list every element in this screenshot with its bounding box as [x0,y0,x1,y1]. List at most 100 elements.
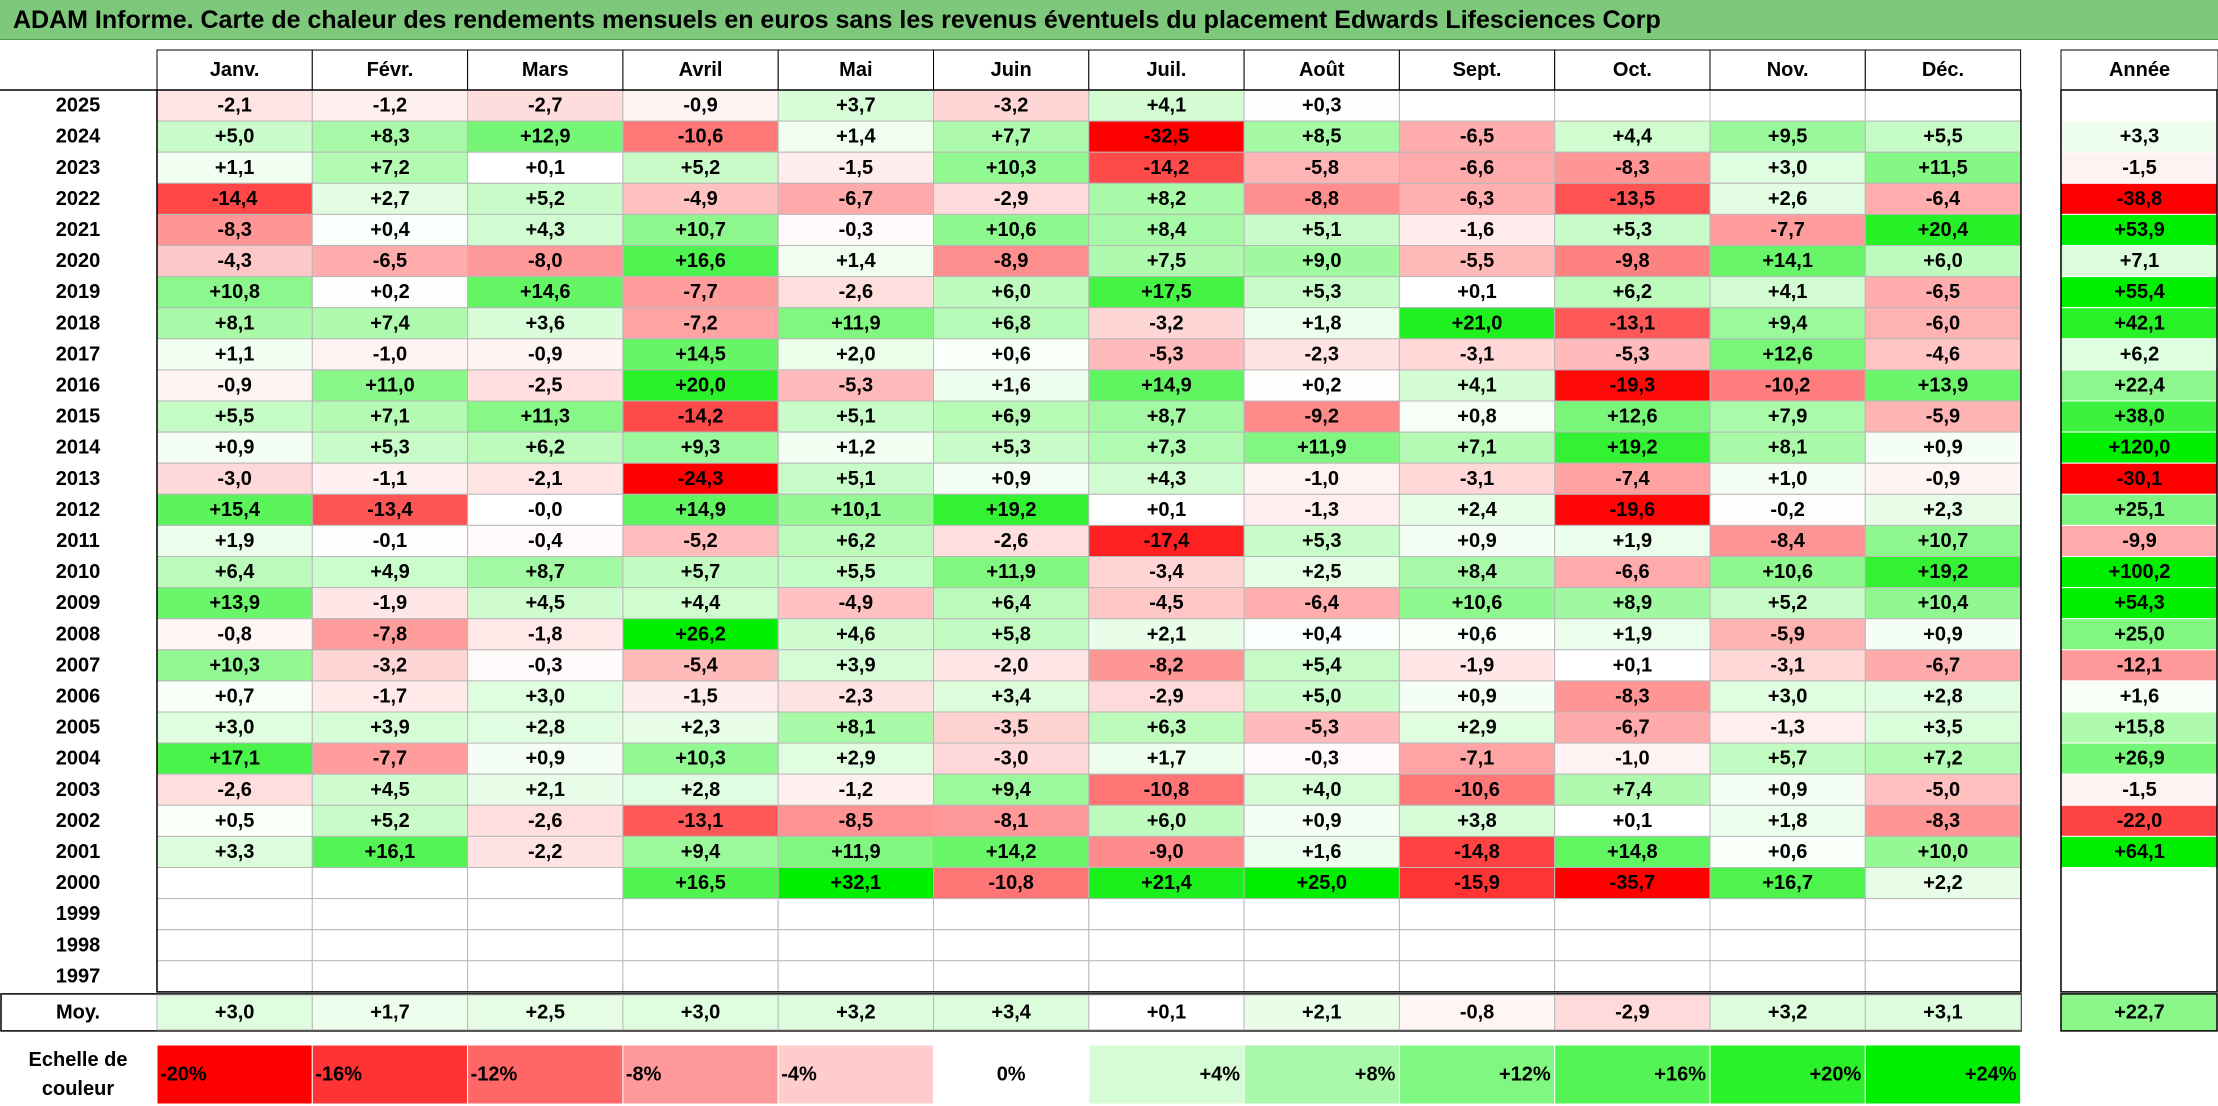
heatmap-cell [1554,556,1711,589]
cell-value: +10,6 [1762,561,1813,583]
heatmap-cell [1243,680,1400,713]
heatmap-cell [1088,618,1245,651]
heatmap-cell [1398,680,1556,713]
heatmap-cell [1864,245,2022,278]
heatmap-cell [311,960,469,993]
heatmap-cell [1709,587,1866,620]
cell-value: +5,7 [1768,748,1807,770]
heatmap-cell [1864,898,2022,931]
cell-value: -6,5 [1460,126,1494,148]
heatmap-cell [467,462,624,495]
heatmap-cell [311,245,469,278]
cell-value: +2,1 [1147,623,1186,645]
cell-value: -2,7 [528,95,562,117]
cell-value: -0,3 [839,219,873,241]
cell-value: +2,2 [1923,872,1962,894]
heatmap-cell [1864,431,2022,464]
annual-border [2060,89,2218,993]
cell-value: +0,1 [1457,281,1496,303]
cell-value: +2,4 [1457,499,1497,521]
avg-value: +3,0 [215,1001,254,1023]
cell-value: +5,3 [1302,281,1341,303]
heatmap-cell [1088,182,1245,215]
cell-value: -1,6 [1460,219,1494,241]
month-header-cell [467,49,624,91]
avg-value: -0,8 [1460,1001,1494,1023]
heatmap-cell [156,742,313,775]
scale-swatch-label: +12% [1499,1064,1551,1086]
annual-cell [2061,898,2218,930]
cell-value: +10,7 [675,219,726,241]
avg-cell [933,994,1090,1031]
heatmap-cell [311,618,469,651]
cell-value: +3,9 [836,654,875,676]
heatmap-cell [622,587,779,620]
heatmap-cell [777,867,935,900]
heatmap-cell [622,400,779,433]
cell-value: -2,1 [217,95,251,117]
year-label: 1998 [56,934,101,956]
avg-cell [1243,994,1400,1031]
scale-swatch-label: -20% [160,1064,207,1086]
heatmap-cell [311,867,469,900]
scale-swatch [311,1044,469,1105]
year-label: 1997 [56,965,101,987]
cell-value: +0,1 [1613,654,1652,676]
cell-value: +6,4 [991,592,1031,614]
cell-value: -6,4 [1926,188,1961,210]
annual-value: +22,4 [2114,374,2165,396]
cell-value: -2,6 [839,281,873,303]
year-label: 2023 [56,157,101,179]
cell-value: +8,4 [1147,219,1187,241]
heatmap-cell [1088,462,1245,495]
heatmap-cell [933,929,1090,962]
heatmap-cell [1709,120,1866,153]
cell-value: +19,2 [986,499,1037,521]
heatmap-cell [467,960,624,993]
cell-value: -3,2 [1149,312,1183,334]
heatmap-cell [933,960,1090,993]
cell-value: +6,2 [836,530,875,552]
cell-value: +14,5 [675,343,726,365]
cell-value: -17,4 [1144,530,1190,552]
cell-value: +16,5 [675,872,726,894]
heatmap-cell [933,898,1090,931]
avg-cell [1398,994,1556,1031]
month-header-cell [1864,49,2022,91]
cell-value: -35,7 [1610,872,1656,894]
heatmap-cell [1864,556,2022,589]
cell-value: -13,1 [678,810,724,832]
heatmap-cell [1709,151,1866,184]
cell-value: +10,0 [1918,841,1969,863]
cell-value: +6,0 [1923,250,1962,272]
cell-value: +14,2 [986,841,1037,863]
heatmap-cell [1398,804,1556,837]
cell-value: +4,1 [1768,281,1807,303]
cell-value: +5,3 [1302,530,1341,552]
cell-value: -0,0 [528,499,562,521]
cell-value: +5,5 [215,406,254,428]
cell-value: +5,4 [1302,654,1342,676]
annual-value: -12,1 [2117,654,2163,676]
cell-value: +0,9 [1923,437,1962,459]
heatmap-cell [1398,556,1556,589]
cell-value: +5,3 [370,437,409,459]
heatmap-cell [933,462,1090,495]
heatmap-cell [1088,338,1245,371]
heatmap-cell [311,493,469,526]
cell-value: -2,9 [994,188,1028,210]
cell-value: +1,6 [1302,841,1341,863]
cell-value: +8,1 [1768,437,1807,459]
cell-value: -10,8 [1144,779,1190,801]
heatmap-cell [1088,587,1245,620]
annual-value: +120,0 [2109,437,2171,459]
cell-value: -3,2 [994,95,1028,117]
heatmap-cell [777,587,935,620]
cell-value: +19,2 [1918,561,1969,583]
cell-value: -5,8 [1305,157,1339,179]
cell-value: +2,8 [526,717,565,739]
heatmap-cell [1709,835,1866,869]
heatmap-cell [1398,151,1556,184]
cell-value: +2,1 [526,779,565,801]
heatmap-cell [1709,307,1866,340]
